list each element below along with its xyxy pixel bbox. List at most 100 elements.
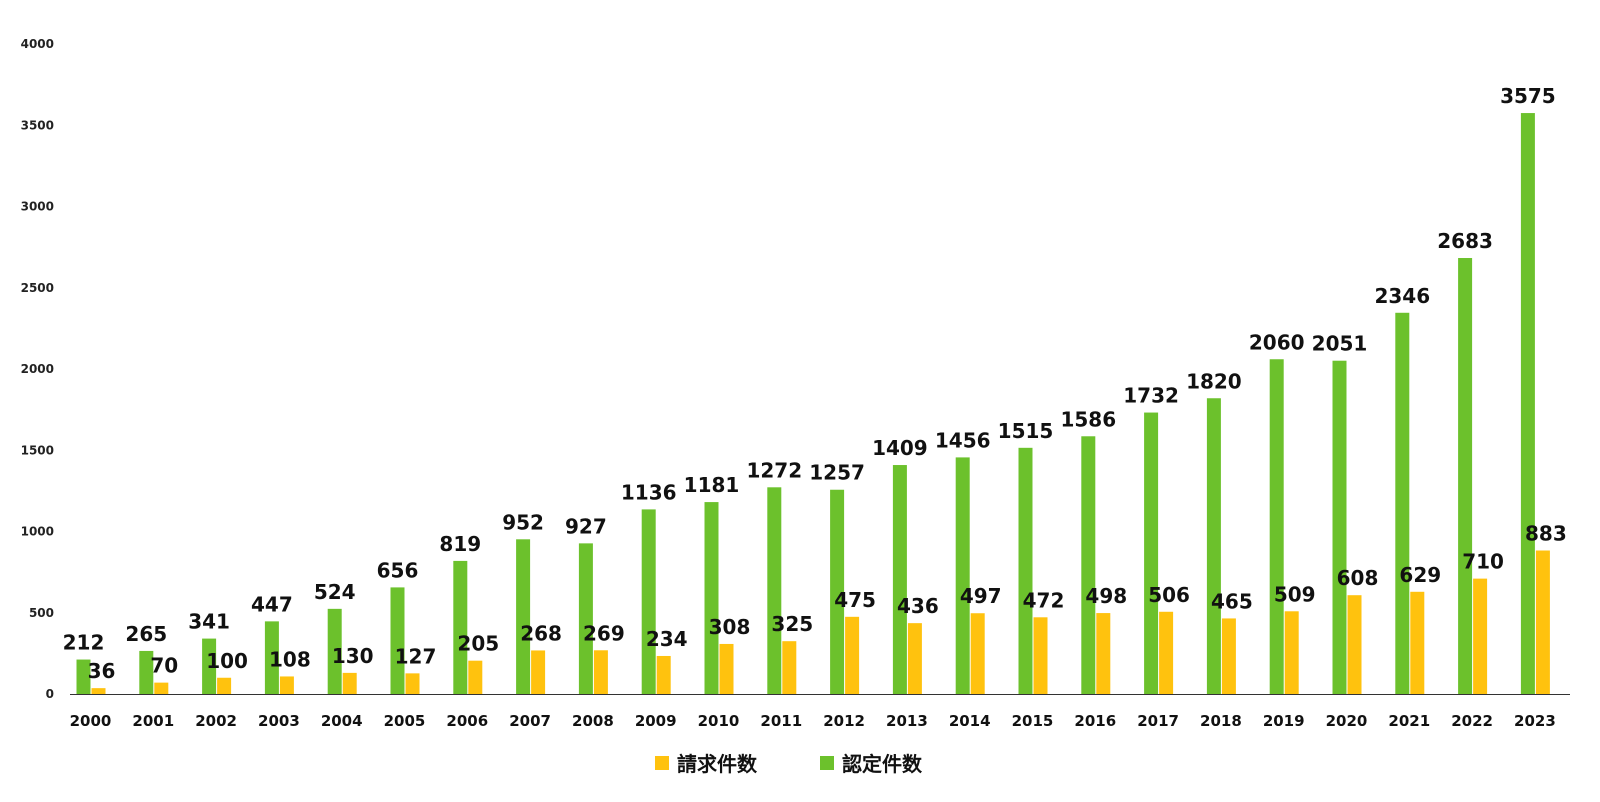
bar-nintei: [1332, 360, 1347, 694]
data-label-seikyu: 472: [1023, 588, 1065, 612]
data-label-nintei: 952: [502, 510, 544, 534]
data-labels: 212 36 265 70 341 100 447 108 524 130 656 127 819 205…: [63, 84, 1567, 683]
x-tick-label: 2020: [1326, 712, 1368, 730]
bar-seikyu: [1284, 611, 1299, 694]
x-tick-label: 2008: [572, 712, 614, 730]
bar-seikyu: [154, 682, 169, 694]
legend-swatch: [655, 756, 669, 770]
legend-swatch: [820, 756, 834, 770]
bar-seikyu: [342, 672, 357, 694]
y-axis: 0 500 1000 1500 2000 2500 3000 3500 4000: [21, 37, 54, 701]
y-tick-label: 1500: [21, 443, 54, 457]
bar-seikyu: [907, 623, 922, 694]
bar-seikyu: [1033, 617, 1048, 694]
data-label-nintei: 1257: [809, 461, 865, 485]
bar-seikyu: [719, 643, 734, 694]
bar-nintei: [1206, 398, 1221, 694]
bar-seikyu: [970, 613, 985, 694]
bar-nintei: [76, 659, 91, 694]
legend-label: 請求件数: [677, 752, 758, 776]
data-label-seikyu: 629: [1399, 563, 1441, 587]
bar-seikyu: [845, 616, 860, 694]
data-label-seikyu: 325: [771, 612, 813, 636]
data-label-nintei: 1272: [746, 458, 802, 482]
x-tick-label: 2015: [1012, 712, 1054, 730]
data-label-seikyu: 70: [150, 654, 178, 678]
data-label-nintei: 524: [314, 580, 356, 604]
data-label-nintei: 656: [377, 558, 419, 582]
y-tick-label: 2000: [21, 362, 54, 376]
x-tick-label: 2010: [698, 712, 740, 730]
bar-nintei: [1144, 412, 1159, 694]
legend: 請求件数 認定件数: [655, 752, 923, 776]
bar-seikyu: [782, 641, 797, 694]
data-label-seikyu: 269: [583, 621, 625, 645]
bar-seikyu: [593, 650, 608, 694]
data-label-nintei: 265: [125, 622, 167, 646]
x-tick-label: 2011: [760, 712, 802, 730]
x-tick-label: 2018: [1200, 712, 1242, 730]
bar-nintei: [390, 587, 405, 694]
bar-nintei: [202, 638, 217, 694]
data-label-seikyu: 465: [1211, 589, 1253, 613]
x-tick-label: 2019: [1263, 712, 1305, 730]
data-label-seikyu: 36: [88, 659, 116, 683]
x-tick-label: 2006: [446, 712, 488, 730]
data-label-seikyu: 883: [1525, 522, 1567, 546]
bar-nintei: [264, 621, 279, 694]
bar-seikyu: [1410, 591, 1425, 694]
data-label-nintei: 212: [63, 631, 105, 655]
y-tick-label: 0: [46, 687, 54, 701]
data-label-seikyu: 509: [1274, 582, 1316, 606]
data-label-seikyu: 497: [960, 584, 1002, 608]
data-label-nintei: 1515: [998, 419, 1054, 443]
data-label-seikyu: 710: [1462, 550, 1504, 574]
y-tick-label: 4000: [21, 37, 54, 51]
y-tick-label: 1000: [21, 525, 54, 539]
y-tick-label: 500: [29, 606, 54, 620]
bar-nintei: [1458, 258, 1473, 694]
data-label-nintei: 2683: [1437, 229, 1493, 253]
bar-nintei: [453, 560, 468, 694]
data-label-nintei: 2051: [1312, 332, 1368, 356]
bar-nintei: [1018, 447, 1033, 694]
data-label-nintei: 927: [565, 514, 607, 538]
bar-nintei: [830, 489, 845, 694]
bar-seikyu: [217, 677, 232, 694]
data-label-nintei: 1136: [621, 480, 677, 504]
x-axis: 2000 2001 2002 2003 2004 2005 2006 2007 2008 2009…: [70, 712, 1556, 730]
data-label-seikyu: 475: [834, 588, 876, 612]
bar-seikyu: [1347, 595, 1362, 694]
bar-seikyu: [279, 676, 294, 694]
data-label-nintei: 1181: [684, 473, 740, 497]
bar-seikyu: [656, 655, 671, 694]
bar-seikyu: [91, 688, 106, 694]
bar-seikyu: [531, 650, 546, 694]
x-tick-label: 2012: [823, 712, 865, 730]
data-label-nintei: 3575: [1500, 84, 1556, 108]
bar-seikyu: [1535, 550, 1550, 694]
bar-nintei: [1395, 312, 1410, 694]
x-tick-label: 2017: [1137, 712, 1179, 730]
bars: [76, 113, 1550, 694]
bar-nintei: [516, 539, 531, 694]
bar-nintei: [704, 502, 719, 694]
bar-seikyu: [405, 673, 420, 694]
x-tick-label: 2016: [1074, 712, 1116, 730]
data-label-seikyu: 498: [1085, 584, 1127, 608]
data-label-nintei: 1820: [1186, 369, 1242, 393]
data-label-seikyu: 506: [1148, 583, 1190, 607]
bar-seikyu: [1096, 613, 1111, 694]
x-tick-label: 2009: [635, 712, 677, 730]
data-label-seikyu: 608: [1337, 566, 1379, 590]
data-label-seikyu: 127: [395, 644, 437, 668]
x-tick-label: 2013: [886, 712, 928, 730]
bar-nintei: [767, 487, 782, 694]
data-label-nintei: 2346: [1374, 284, 1430, 308]
x-tick-label: 2003: [258, 712, 300, 730]
data-label-nintei: 819: [439, 532, 481, 556]
data-label-nintei: 447: [251, 592, 293, 616]
data-label-nintei: 1456: [935, 428, 991, 452]
data-label-seikyu: 130: [332, 644, 374, 668]
